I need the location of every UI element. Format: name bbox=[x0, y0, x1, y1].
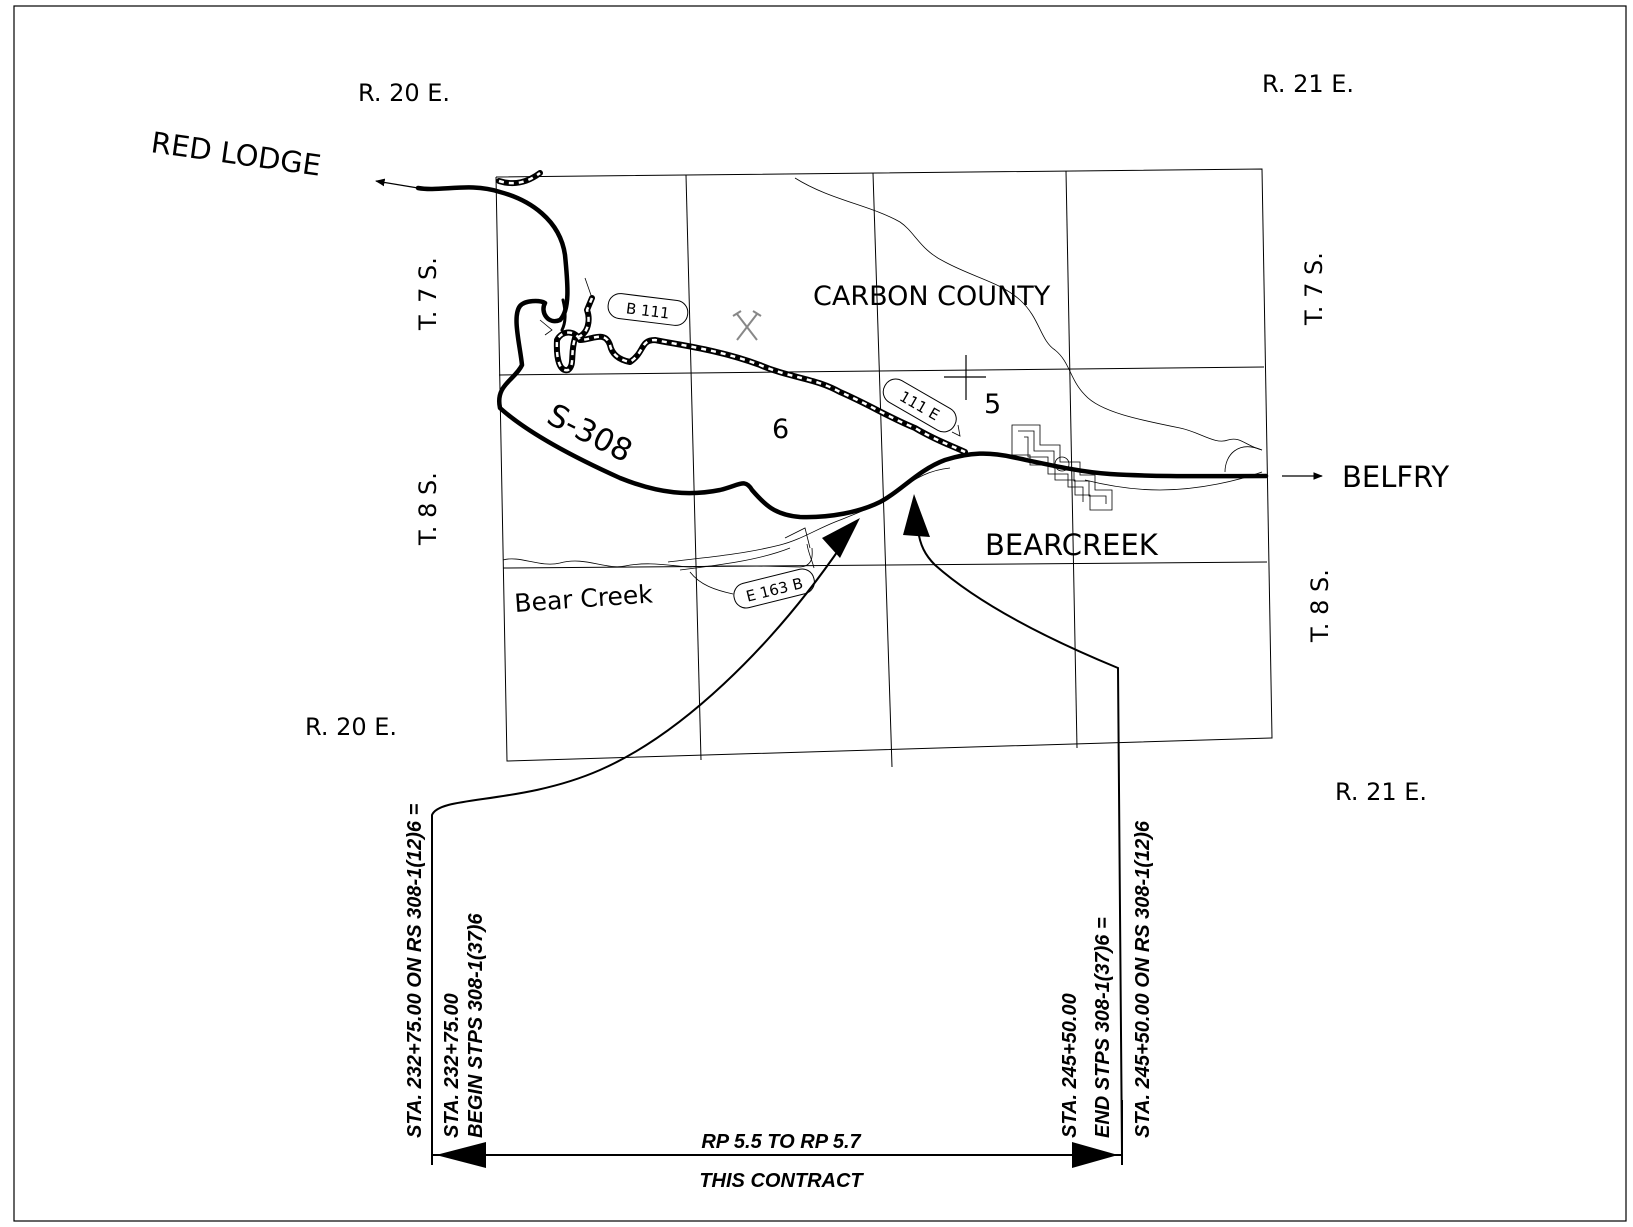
belfry-label: BELFRY bbox=[1342, 460, 1449, 494]
range-20e-top: R. 20 E. bbox=[358, 79, 450, 107]
sta-end-equation: STA. 245+50.00 ON RS 308-1(12)6 bbox=[1132, 820, 1154, 1138]
route-shield-b111: B 111 bbox=[607, 293, 689, 326]
bearcreek-label: BEARCREEK bbox=[985, 528, 1159, 562]
sta-begin: STA. 232+75.00 bbox=[441, 993, 463, 1138]
begin-project: BEGIN STPS 308-1(37)6 bbox=[465, 913, 487, 1138]
section-corner-mark bbox=[944, 355, 986, 400]
county-road-dashed bbox=[496, 170, 968, 455]
crossed-hammers-icon bbox=[732, 310, 762, 341]
sta-end: STA. 245+50.00 bbox=[1059, 993, 1081, 1138]
this-contract-label: THIS CONTRACT bbox=[699, 1170, 864, 1192]
rp-range-label: RP 5.5 TO RP 5.7 bbox=[701, 1131, 861, 1153]
route-shield-e163b: E 163 B bbox=[733, 568, 815, 609]
shield-b111-pointer bbox=[539, 319, 553, 336]
end-project: END STPS 308-1(37)6 = bbox=[1092, 917, 1114, 1138]
range-20e-bottom: R. 20 E. bbox=[305, 713, 397, 741]
sheet-border bbox=[13, 5, 1627, 1222]
shield-b111-leader bbox=[584, 277, 593, 299]
svg-text:B 111: B 111 bbox=[625, 299, 671, 322]
sta-begin-equation: STA. 232+75.00 ON RS 308-1(12)6 = bbox=[404, 803, 426, 1138]
section-6-label: 6 bbox=[772, 414, 789, 445]
highway-s308 bbox=[415, 185, 1269, 520]
section-grid bbox=[495, 168, 1273, 768]
contract-dimension-line bbox=[431, 1100, 1123, 1168]
range-21e-top: R. 21 E. bbox=[1262, 70, 1354, 98]
carbon-county-label: CARBON COUNTY bbox=[813, 281, 1051, 312]
shield-111e-pointer bbox=[951, 424, 961, 437]
red-lodge-label: RED LODGE bbox=[149, 125, 323, 182]
begin-station-leader bbox=[431, 518, 860, 1100]
route-s308-label: S-308 bbox=[541, 397, 638, 470]
range-21e-bottom: R. 21 E. bbox=[1335, 778, 1427, 806]
t8s-right-label: T. 8 S. bbox=[1306, 569, 1334, 643]
red-lodge-arrow bbox=[375, 178, 419, 189]
end-station-leader bbox=[903, 494, 1123, 1156]
t8s-left-label: T. 8 S. bbox=[414, 472, 442, 546]
route-shield-111e: 111 E bbox=[882, 378, 957, 433]
shield-e163b-leader bbox=[689, 571, 734, 595]
section-5-label: 5 bbox=[984, 389, 1001, 420]
creek-lines bbox=[502, 177, 1263, 571]
t7s-right-label: T. 7 S. bbox=[1300, 252, 1328, 326]
highway-loop bbox=[560, 298, 567, 332]
t7s-left-label: T. 7 S. bbox=[414, 257, 442, 331]
bear-creek-label: Bear Creek bbox=[513, 579, 654, 618]
